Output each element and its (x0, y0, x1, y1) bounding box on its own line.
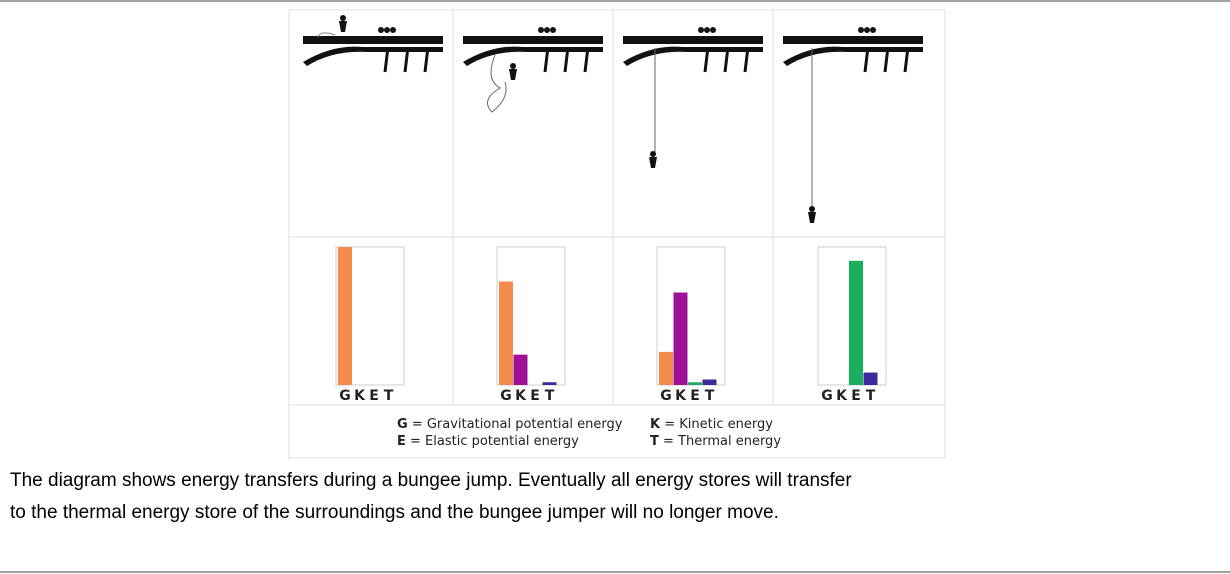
spectator (858, 27, 864, 33)
legend-entry: K = Kinetic energy (650, 417, 773, 432)
legend-text: = Elastic potential energy (410, 434, 579, 449)
category-label: E (851, 388, 861, 404)
spectator (390, 27, 396, 33)
jumper (650, 151, 656, 157)
category-label: K (675, 388, 687, 404)
jumper (340, 15, 346, 21)
bar (703, 379, 717, 385)
bridge-deck (783, 36, 923, 44)
spectator (704, 27, 710, 33)
category-label: T (705, 388, 715, 404)
category-label: E (369, 388, 379, 404)
legend-entry: G = Gravitational potential energy (397, 417, 623, 432)
bar (688, 382, 702, 385)
spectator (550, 27, 556, 33)
legend-letter: G (397, 417, 408, 432)
category-label: E (530, 388, 540, 404)
caption-line: to the thermal energy store of the surro… (10, 502, 779, 523)
page: GKETGKETGKETGKETG = Gravitational potent… (0, 0, 1230, 574)
legend-text: = Thermal energy (663, 434, 781, 449)
bar (514, 355, 528, 385)
bar (674, 293, 688, 385)
bar (543, 382, 557, 385)
category-label: T (866, 388, 876, 404)
category-label: K (515, 388, 527, 404)
legend-letter: K (650, 417, 661, 432)
category-label: K (354, 388, 366, 404)
legend-text: = Gravitational potential energy (412, 417, 623, 432)
spectator (384, 27, 390, 33)
category-label: G (500, 388, 512, 404)
spectator (378, 27, 384, 33)
bar (659, 352, 673, 385)
caption-line: The diagram shows energy transfers durin… (10, 470, 852, 491)
spectator (870, 27, 876, 33)
category-label: G (821, 388, 833, 404)
category-label: T (384, 388, 394, 404)
bar (499, 282, 513, 386)
spectator (538, 27, 544, 33)
spectator (864, 27, 870, 33)
legend-letter: E (397, 434, 406, 449)
spectator (698, 27, 704, 33)
category-label: G (660, 388, 672, 404)
spectator (710, 27, 716, 33)
jumper (809, 206, 815, 212)
category-label: G (339, 388, 351, 404)
category-label: K (836, 388, 848, 404)
spectator (544, 27, 550, 33)
bridge-deck (623, 36, 763, 44)
legend-entry: E = Elastic potential energy (397, 434, 579, 449)
bridge-deck (463, 36, 603, 44)
category-label: T (545, 388, 555, 404)
category-label: E (690, 388, 700, 404)
jumper (510, 63, 516, 69)
legend-entry: T = Thermal energy (650, 434, 781, 449)
bar (338, 247, 352, 385)
bridge-deck (303, 36, 443, 44)
bar (864, 373, 878, 385)
bar (849, 261, 863, 385)
legend-letter: T (650, 434, 659, 449)
legend-text: = Kinetic energy (664, 417, 773, 432)
